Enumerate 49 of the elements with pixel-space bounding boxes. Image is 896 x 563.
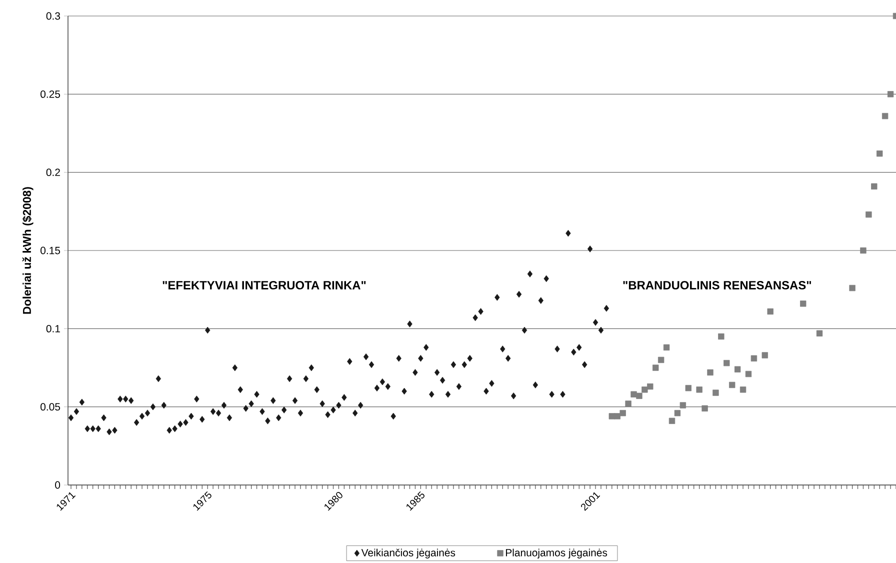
point — [800, 300, 806, 307]
point — [685, 384, 692, 392]
point — [745, 370, 752, 378]
point — [620, 410, 626, 416]
point — [668, 418, 676, 424]
legend-label: Planuojamos jėgainės — [506, 548, 608, 558]
point — [608, 413, 615, 420]
y-tick-label: 0.3 — [46, 12, 60, 20]
annotation: "EFEKTYVIAI INTEGRUOTA RINKA" — [162, 280, 366, 290]
point — [680, 402, 686, 408]
point — [712, 390, 719, 396]
y-tick-label: 0.05 — [40, 403, 60, 411]
point — [882, 112, 888, 120]
point — [614, 413, 620, 420]
point — [663, 344, 670, 351]
point — [647, 383, 654, 390]
point — [860, 247, 866, 254]
point — [762, 352, 768, 358]
point — [696, 386, 702, 393]
y-tick-label: 0.25 — [40, 90, 60, 98]
point — [729, 382, 736, 388]
point — [630, 391, 637, 398]
point — [876, 150, 883, 157]
point — [636, 392, 642, 399]
point — [849, 284, 856, 292]
y-tick-label: 0.1 — [46, 324, 60, 332]
point — [642, 386, 648, 393]
point — [871, 183, 878, 190]
y-tick-label: 0.2 — [46, 168, 60, 176]
point — [740, 386, 746, 393]
point — [866, 211, 872, 218]
point — [816, 330, 823, 336]
point — [658, 356, 664, 364]
point — [707, 369, 714, 376]
point — [750, 355, 758, 362]
point — [652, 364, 659, 371]
point — [767, 308, 774, 315]
y-tick-label: 0.15 — [40, 246, 60, 254]
annotation: "BRANDUOLINIS RENESANSAS" — [623, 280, 812, 290]
point — [625, 400, 632, 407]
legend-label: Veikiančios jėgainės — [361, 548, 456, 558]
point — [718, 333, 724, 340]
y-tick-label: 0 — [55, 481, 60, 489]
point — [724, 360, 730, 366]
point — [674, 410, 681, 416]
y-axis-title: Doleriai už kWh ($2008) — [22, 187, 34, 314]
point — [702, 405, 708, 412]
point — [734, 366, 741, 372]
point — [887, 91, 894, 98]
